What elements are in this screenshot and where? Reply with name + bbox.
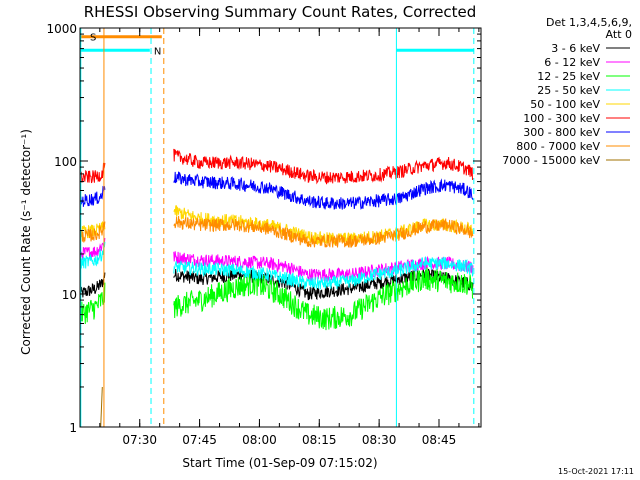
y-axis-label-group: Corrected Count Rate (s⁻¹ detector⁻¹) <box>19 129 33 355</box>
x-tick-label-6: 08:45 <box>422 433 457 447</box>
series-6-12-kev-line-1 <box>79 238 106 260</box>
series-800-7000-kev-line-1 <box>79 221 106 243</box>
flag-label-s: S <box>90 33 96 44</box>
series-300-800-kev-line-2 <box>173 171 474 210</box>
flags-layer: SN <box>80 33 474 57</box>
legend-label-100-300-kev: 100 - 300 keV <box>523 112 600 125</box>
legend-label-50-100-kev: 50 - 100 keV <box>530 98 600 111</box>
footer-timestamp: 15-Oct-2021 17:11 <box>558 467 634 476</box>
flag-label-n: N <box>154 46 161 57</box>
x-tick-label-5: 08:30 <box>362 433 397 447</box>
legend-label-300-800-kev: 300 - 800 keV <box>523 126 600 139</box>
plot-content <box>79 148 474 428</box>
series-25-50-kev <box>79 241 474 290</box>
series-800-7000-kev <box>79 215 474 249</box>
legend-label-7000-15000-kev: 7000 - 15000 keV <box>502 154 600 167</box>
x-tick-label-4: 08:15 <box>302 433 337 447</box>
y-axis-label: Corrected Count Rate (s⁻¹ detector⁻¹) <box>19 129 33 355</box>
y-tick-label-1: 1 <box>69 421 77 435</box>
series-300-800-kev <box>79 171 474 210</box>
legend-label-12-25-kev: 12 - 25 keV <box>537 70 600 83</box>
x-axis-label: Start Time (01-Sep-09 07:15:02) <box>182 456 377 470</box>
legend-label-25-50-kev: 25 - 50 keV <box>537 84 600 97</box>
x-tick-label-2: 07:45 <box>182 433 217 447</box>
series-3-6-kev <box>79 268 474 301</box>
legend-header-attenuator: Att 0 <box>606 28 632 41</box>
series-12-25-kev-line-1 <box>79 282 106 325</box>
y-tick-label-2: 10 <box>62 288 77 302</box>
series-100-300-kev <box>79 148 474 185</box>
series-7000-15000-kev-line-1 <box>100 386 103 428</box>
legend-label-6-12-kev: 6 - 12 keV <box>544 56 600 69</box>
y-tick-label-3: 100 <box>54 155 77 169</box>
x-tick-label-1: 07:30 <box>122 433 157 447</box>
legend-label-800-7000-kev: 800 - 7000 keV <box>516 140 600 153</box>
series-300-800-kev-line-1 <box>79 185 106 207</box>
chart-title: RHESSI Observing Summary Count Rates, Co… <box>84 3 477 21</box>
series-100-300-kev-line-1 <box>79 162 106 184</box>
series-25-50-kev-line-2 <box>173 255 474 290</box>
x-tick-label-3: 08:00 <box>242 433 277 447</box>
y-tick-label-4: 1000 <box>46 22 77 36</box>
series-12-25-kev-line-2 <box>173 267 474 331</box>
markers-layer <box>80 28 475 427</box>
legend-header-detectors: Det 1,3,4,5,6,9, <box>546 16 632 29</box>
series-800-7000-kev-line-2 <box>173 215 474 249</box>
series-3-6-kev-line-1 <box>79 272 106 298</box>
series-100-300-kev-line-2 <box>173 148 474 185</box>
legend-label-3-6-kev: 3 - 6 keV <box>551 42 600 55</box>
series-50-100-kev-line-2 <box>173 204 474 246</box>
series-12-25-kev <box>79 267 474 331</box>
series-7000-15000-kev <box>100 386 103 428</box>
series-25-50-kev-line-1 <box>79 241 106 269</box>
series-3-6-kev-line-2 <box>173 268 474 301</box>
axes-layer: 07:30 07:45 08:00 08:15 08:30 08:45 1 10 100 1000 <box>46 22 481 447</box>
plot-frame <box>79 27 482 428</box>
